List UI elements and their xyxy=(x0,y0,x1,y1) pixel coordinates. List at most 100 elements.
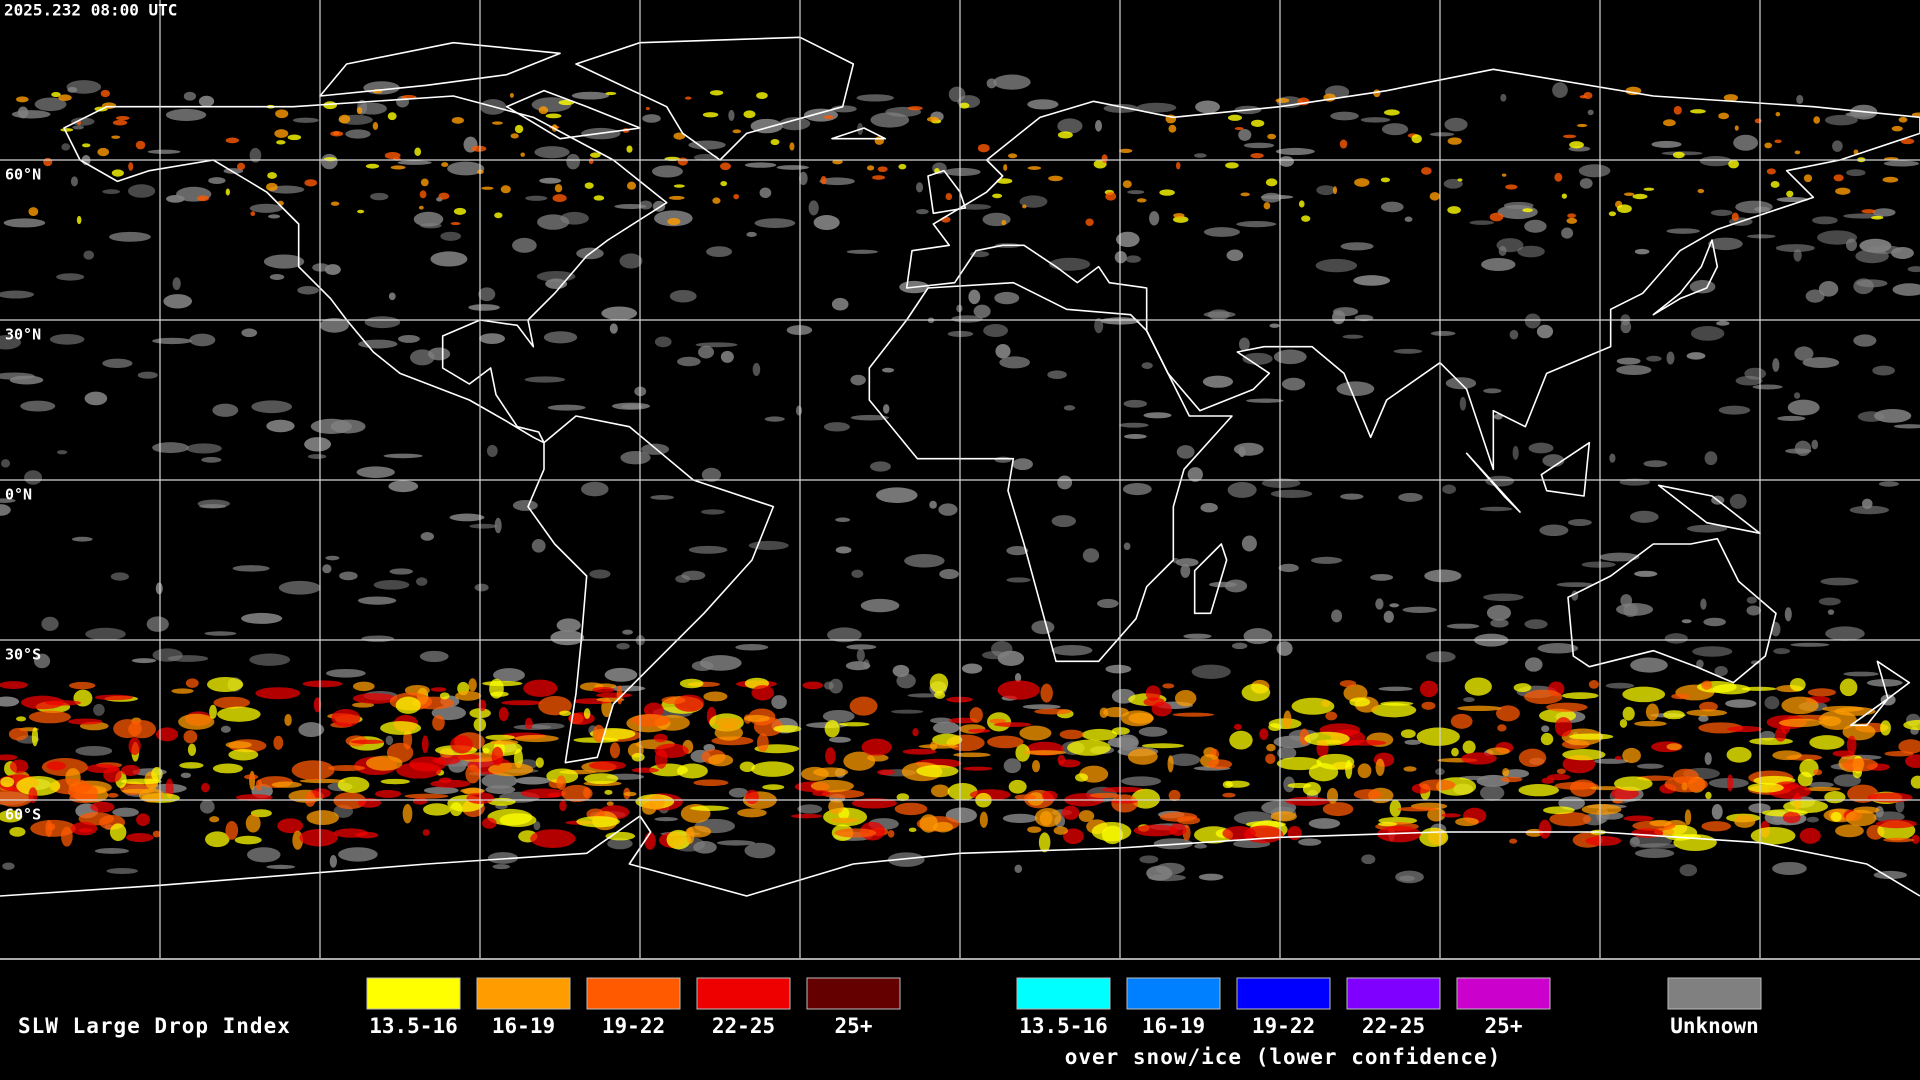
cloud xyxy=(870,461,891,472)
cloud xyxy=(266,419,295,433)
legend-title: SLW Large Drop Index xyxy=(18,1014,291,1038)
cloud xyxy=(1116,231,1140,248)
cloud xyxy=(1700,598,1707,610)
cloud xyxy=(619,253,643,269)
cloud xyxy=(743,110,756,119)
cloud xyxy=(1275,147,1315,155)
cloud xyxy=(1853,278,1874,295)
cloud xyxy=(1275,98,1290,103)
cloud xyxy=(1447,206,1461,214)
cloud xyxy=(137,371,158,379)
cloud xyxy=(151,767,163,782)
cloud xyxy=(1835,187,1851,195)
cloud xyxy=(590,152,601,158)
cloud xyxy=(1562,749,1606,761)
cloud xyxy=(1666,228,1700,234)
cloud xyxy=(94,848,129,854)
cloud xyxy=(1799,827,1821,844)
cloud xyxy=(1057,118,1083,134)
cloud xyxy=(450,222,461,226)
cloud xyxy=(304,179,318,187)
cloud xyxy=(1267,133,1277,140)
cloud xyxy=(1509,329,1519,340)
cloud xyxy=(1287,825,1302,841)
cloud xyxy=(304,437,332,452)
cloud xyxy=(1686,352,1706,360)
cloud xyxy=(488,762,534,777)
cloud xyxy=(1911,834,1920,845)
cloud xyxy=(953,752,991,758)
cloud xyxy=(225,741,252,749)
cloud xyxy=(654,336,672,348)
cloud xyxy=(306,810,339,826)
cloud xyxy=(298,722,325,738)
cloud xyxy=(733,194,740,200)
cloud xyxy=(75,745,113,756)
cloud xyxy=(834,828,877,838)
legend-label: 19-22 xyxy=(1252,1014,1315,1038)
cloud xyxy=(739,761,755,773)
cloud xyxy=(915,182,924,193)
cloud xyxy=(491,746,504,766)
cloud xyxy=(1620,320,1632,334)
cloud xyxy=(1238,337,1250,351)
cloud xyxy=(337,776,370,793)
cloud xyxy=(1824,791,1846,804)
cloud xyxy=(592,686,615,693)
cloud xyxy=(1878,481,1899,487)
cloud xyxy=(1042,790,1058,802)
cloud xyxy=(1813,769,1823,776)
cloud xyxy=(1416,727,1460,746)
cloud xyxy=(514,124,524,134)
cloud xyxy=(209,704,217,719)
cloud xyxy=(512,499,538,511)
cloud xyxy=(1845,809,1877,827)
cloud xyxy=(1136,102,1177,113)
cloud xyxy=(388,480,419,493)
cloud xyxy=(249,147,262,163)
cloud xyxy=(1666,743,1682,751)
cloud xyxy=(877,769,895,776)
cloud xyxy=(1006,577,1031,583)
cloud xyxy=(0,696,20,707)
cloud xyxy=(770,138,780,146)
cloud xyxy=(1811,439,1819,450)
cloud xyxy=(708,754,734,767)
cloud xyxy=(716,840,756,846)
cloud xyxy=(375,789,402,798)
cloud xyxy=(1907,266,1920,273)
cloud xyxy=(643,702,664,718)
cloud xyxy=(49,333,85,345)
cloud xyxy=(714,717,743,728)
cloud xyxy=(1451,747,1459,757)
cloud xyxy=(1663,119,1676,127)
cloud xyxy=(612,402,650,410)
cloud xyxy=(338,114,351,124)
cloud xyxy=(1481,257,1516,272)
cloud xyxy=(1361,854,1376,865)
cloud xyxy=(1168,124,1177,133)
cloud xyxy=(268,214,281,219)
cloud xyxy=(1316,753,1355,770)
cloud xyxy=(1159,189,1175,196)
cloud xyxy=(1813,116,1821,124)
cloud xyxy=(120,778,162,785)
cloud xyxy=(1118,148,1133,153)
cloud xyxy=(1645,703,1659,721)
cloud xyxy=(199,504,227,509)
cloud xyxy=(1701,680,1713,690)
cloud xyxy=(1175,161,1181,170)
cloud xyxy=(455,690,482,701)
cloud xyxy=(846,644,877,650)
cloud xyxy=(1399,875,1416,882)
cloud xyxy=(820,175,827,185)
cloud xyxy=(1817,230,1858,245)
cloud xyxy=(1608,211,1617,217)
cloud xyxy=(45,820,53,838)
cloud xyxy=(779,117,811,131)
cloud xyxy=(1686,709,1728,717)
cloud xyxy=(67,718,103,725)
cloud xyxy=(872,175,886,180)
cloud xyxy=(9,759,29,774)
cloud xyxy=(538,106,549,115)
